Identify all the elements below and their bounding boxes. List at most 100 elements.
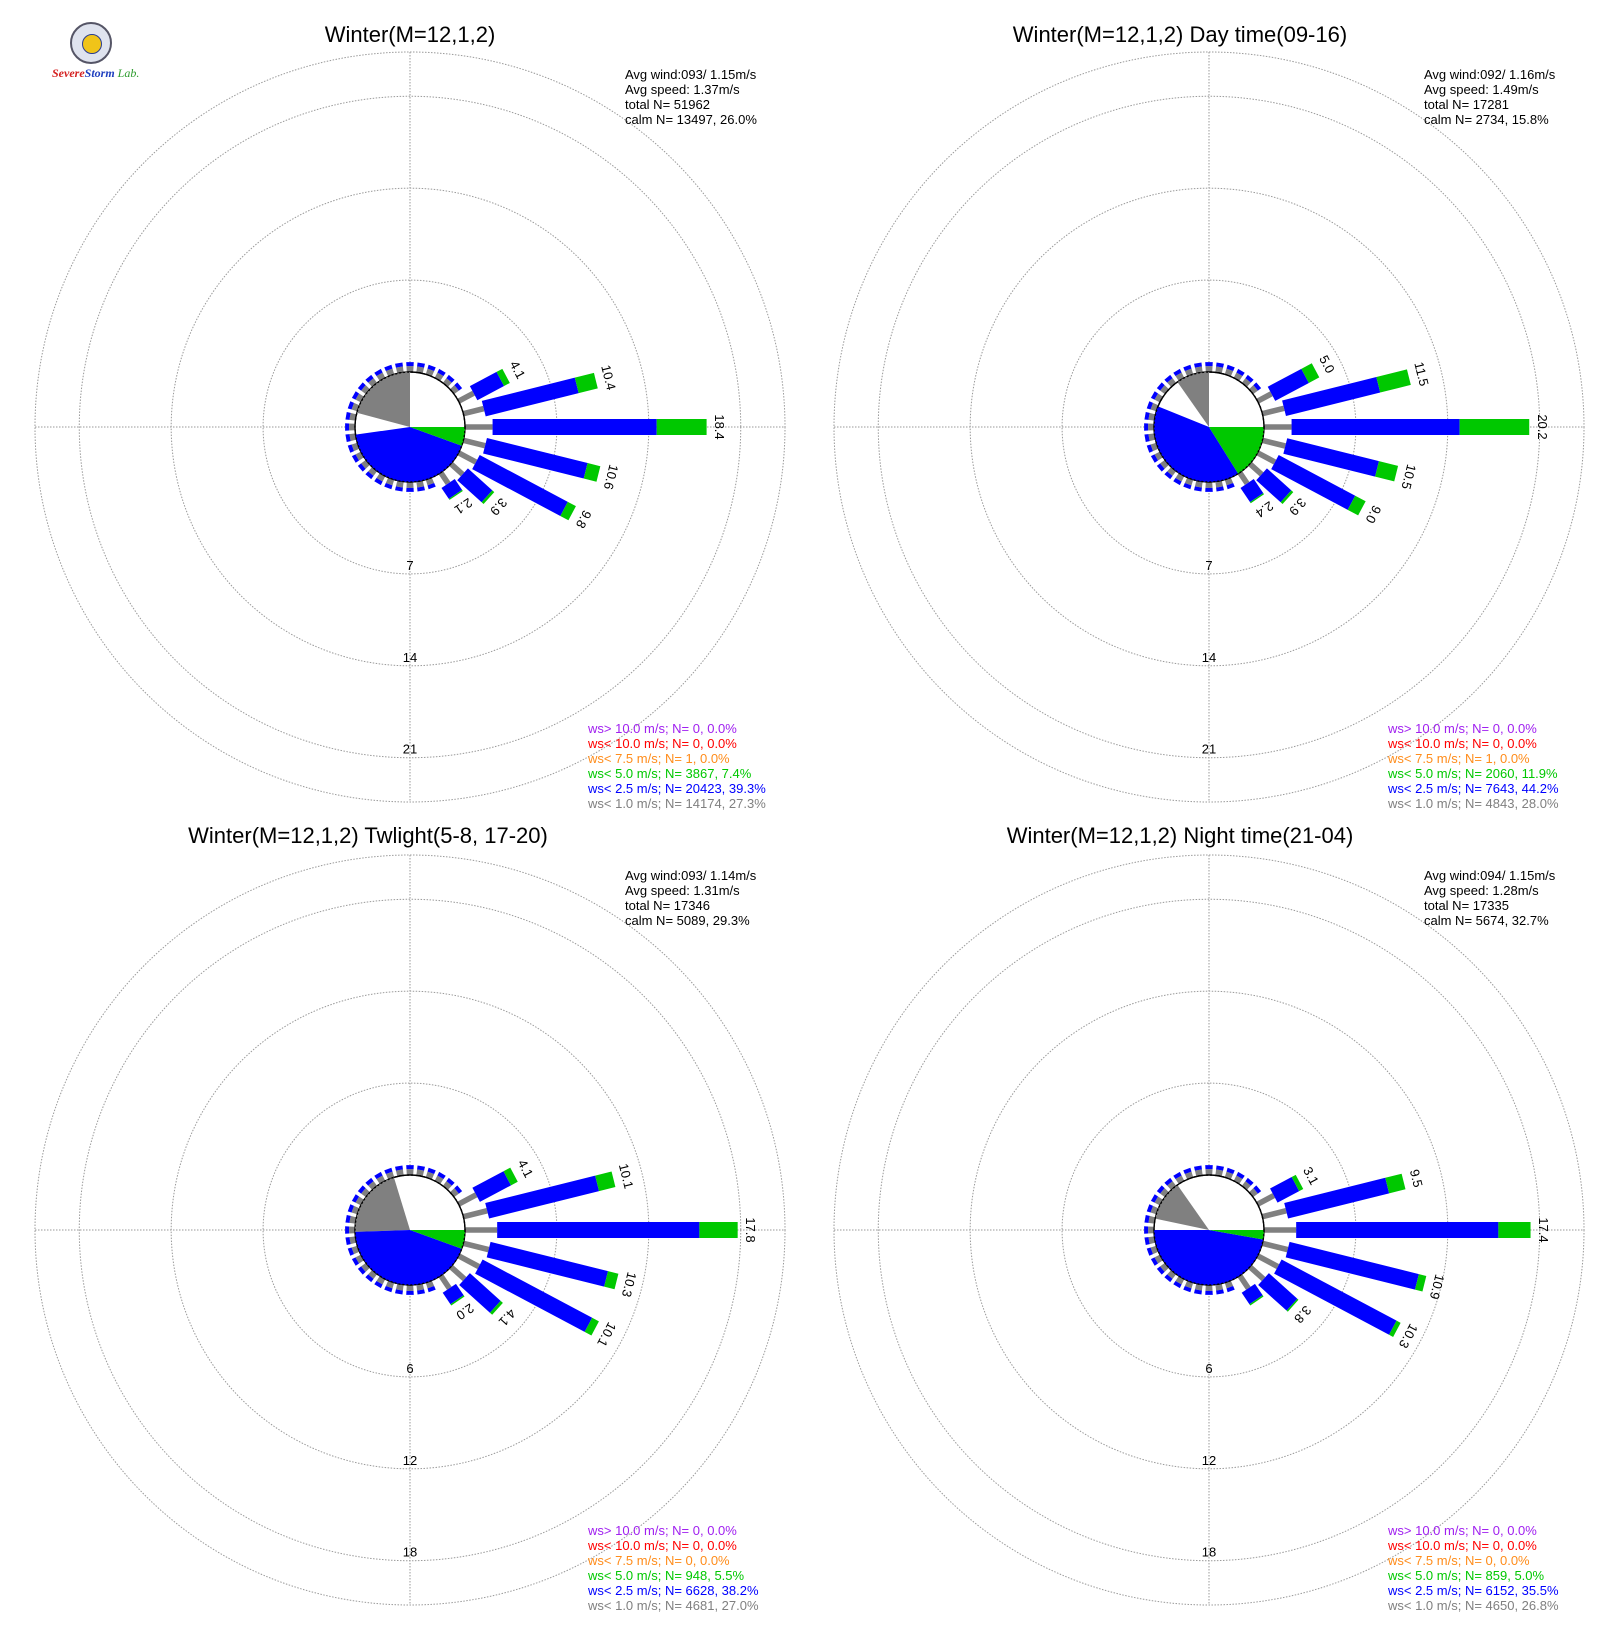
direction-bar-132-seg1 xyxy=(1256,468,1292,503)
direction-value-label: 2.4 xyxy=(1253,498,1276,521)
direction-value-label: 10.5 xyxy=(1398,463,1419,491)
calm-pie-slice xyxy=(1177,372,1209,427)
minor-direction-bar xyxy=(1144,434,1150,442)
minor-direction-bar xyxy=(1215,480,1224,488)
outer-ring xyxy=(34,854,786,1606)
direction-bar-118-seg2 xyxy=(1389,1320,1401,1337)
windrose-panel-2: 7 14 21 5.0 11.5 20.2 10.5 9.0 3.9 2.4 Winter(M=12… xyxy=(833,22,1585,811)
minor-direction-bar xyxy=(345,1237,351,1245)
minor-direction-bar xyxy=(1144,1226,1149,1234)
minor-direction-bar xyxy=(1144,412,1150,420)
direction-bar-104-seg1 xyxy=(486,1241,608,1287)
stats-line: total N= 17281 xyxy=(1424,97,1509,112)
minor-direction-bar xyxy=(427,483,436,490)
direction-bar-76-seg0 xyxy=(1261,1208,1287,1220)
minor-direction-bar xyxy=(349,433,357,442)
minor-direction-bar xyxy=(345,1226,350,1234)
direction-bar-62-seg0 xyxy=(1256,1193,1276,1207)
direction-bar-76-seg2 xyxy=(595,1171,616,1192)
legend-entry: ws< 1.0 m/s; N= 4650, 26.8% xyxy=(1387,1598,1559,1613)
direction-bar-90-seg1 xyxy=(497,1222,700,1238)
minor-direction-bar xyxy=(1173,1171,1182,1180)
direction-bar-146-seg1 xyxy=(442,1283,464,1305)
direction-bar-132-seg0 xyxy=(1247,461,1264,477)
stats-line: total N= 51962 xyxy=(625,97,710,112)
calm-pie-slice xyxy=(355,1230,462,1286)
direction-bar-62-seg2 xyxy=(503,1167,518,1186)
minor-direction-bar xyxy=(416,1169,425,1177)
minor-direction-bar xyxy=(1215,366,1224,374)
direction-value-label: 3.9 xyxy=(1286,495,1309,518)
minor-direction-bar xyxy=(454,1185,463,1194)
direction-bar-90-seg0 xyxy=(465,1227,498,1233)
minor-direction-bar xyxy=(1144,1215,1150,1223)
direction-bar-104-seg2 xyxy=(604,1271,619,1290)
minor-direction-bar xyxy=(1148,412,1156,421)
chart-title: Winter(M=12,1,2) Night time(21-04) xyxy=(1007,823,1354,848)
legend-entry: ws< 10.0 m/s; N= 0, 0.0% xyxy=(1387,736,1537,751)
minor-direction-bar xyxy=(417,1289,425,1295)
direction-bar-104-seg1 xyxy=(1285,1241,1419,1290)
stats-line: Avg wind:094/ 1.15m/s xyxy=(1424,868,1556,883)
direction-value-label: 4.1 xyxy=(515,1157,537,1180)
direction-bar-90-seg0 xyxy=(465,424,493,430)
ring-label: 18 xyxy=(403,1545,417,1560)
direction-bar-76-seg0 xyxy=(1261,405,1285,417)
direction-bar-146-seg0 xyxy=(438,1274,452,1290)
minor-direction-bar xyxy=(1205,481,1213,488)
minor-direction-bar xyxy=(395,1283,404,1291)
direction-bar-104-seg1 xyxy=(483,437,588,479)
university-seal-icon xyxy=(70,22,112,64)
direction-bar-76-seg2 xyxy=(1376,369,1411,393)
minor-direction-bar xyxy=(351,454,360,463)
stats-line: calm N= 13497, 26.0% xyxy=(625,112,757,127)
legend-entry: ws< 5.0 m/s; N= 859, 5.0% xyxy=(1387,1568,1545,1583)
minor-direction-bar xyxy=(1183,483,1192,490)
logo-text-part2: Storm xyxy=(84,66,115,80)
direction-bar-146-seg1 xyxy=(441,479,463,499)
minor-direction-bar xyxy=(1226,1286,1235,1293)
calm-circle-outline xyxy=(1153,371,1265,483)
minor-direction-bar xyxy=(406,1169,414,1176)
minor-direction-bar xyxy=(406,481,414,488)
minor-direction-bar xyxy=(417,486,425,492)
direction-bar-104-seg2 xyxy=(1375,461,1399,482)
calm-pie-slice xyxy=(356,372,410,427)
direction-bar-118-seg2 xyxy=(560,501,576,521)
stats-line: total N= 17335 xyxy=(1424,898,1509,913)
minor-direction-bar xyxy=(365,374,374,383)
minor-direction-bar xyxy=(1205,1290,1213,1295)
minor-direction-bar xyxy=(349,1236,357,1245)
calm-circle-outline xyxy=(1153,1174,1265,1286)
ring-label: 14 xyxy=(403,650,417,665)
minor-direction-bar xyxy=(1236,368,1245,377)
minor-direction-bar xyxy=(1215,1169,1224,1177)
calm-pie-slice xyxy=(1209,1230,1264,1240)
direction-bar-118-seg1 xyxy=(1271,455,1356,510)
direction-bar-146-seg0 xyxy=(438,471,451,486)
direction-bar-104-seg0 xyxy=(462,1240,490,1253)
calm-pie-slice xyxy=(1154,406,1239,482)
logo-text: SevereStorm Lab. xyxy=(52,66,139,81)
legend-entry: ws< 10.0 m/s; N= 0, 0.0% xyxy=(587,1538,737,1553)
direction-bar-146-seg1 xyxy=(1241,1283,1263,1305)
direction-bar-76-seg1 xyxy=(1282,377,1381,417)
minor-direction-bar xyxy=(1148,423,1155,431)
calm-pie-slice xyxy=(355,427,462,483)
direction-value-label: 17.4 xyxy=(1536,1217,1551,1242)
direction-bar-62-seg0 xyxy=(457,390,475,404)
direction-bar-146-seg2 xyxy=(1249,1295,1264,1306)
direction-value-label: 2.1 xyxy=(452,495,475,518)
stats-line: Avg speed: 1.49m/s xyxy=(1424,82,1539,97)
direction-bar-90-seg2 xyxy=(699,1222,738,1238)
minor-direction-bar xyxy=(384,1167,393,1174)
minor-direction-bar xyxy=(1156,463,1165,472)
direction-bar-118-seg0 xyxy=(457,450,478,465)
legend-entry: ws< 5.0 m/s; N= 3867, 7.4% xyxy=(587,766,752,781)
minor-direction-bar xyxy=(1173,368,1182,377)
minor-direction-bar xyxy=(345,412,351,420)
minor-direction-bar xyxy=(1164,471,1173,480)
minor-direction-bar xyxy=(347,1204,354,1213)
legend-entry: ws< 2.5 m/s; N= 6152, 35.5% xyxy=(1387,1583,1559,1598)
